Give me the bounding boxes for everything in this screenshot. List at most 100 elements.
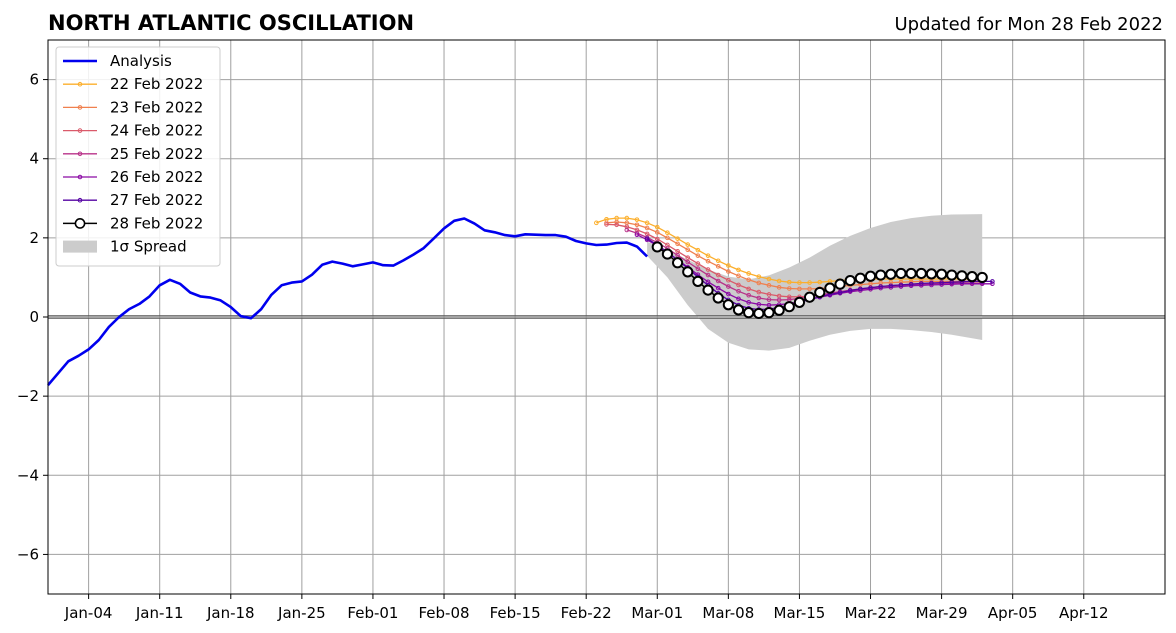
forecast-point <box>644 236 650 241</box>
forecast-point <box>634 232 640 237</box>
analysis-line <box>47 217 649 386</box>
forecast-point <box>766 292 772 297</box>
legend-box <box>55 46 221 267</box>
forecast-point <box>888 283 894 289</box>
forecast-point <box>776 285 782 290</box>
current-forecast-point <box>885 268 897 280</box>
legend-label: 22 Feb 2022 <box>110 75 203 93</box>
forecast-point <box>736 273 741 279</box>
current-forecast-point <box>936 268 948 280</box>
updated-label: Updated for Mon 28 Feb 2022 <box>894 14 1163 35</box>
forecast-point <box>736 267 741 273</box>
y-tick-label: −2 <box>17 387 39 405</box>
forecast-point <box>604 222 609 227</box>
forecast-point <box>746 300 751 305</box>
current-forecast-point <box>692 275 704 287</box>
forecast-point <box>695 261 701 266</box>
current-forecast-point <box>732 304 745 316</box>
legend-label: Analysis <box>110 52 172 70</box>
x-tick-label: Feb-15 <box>490 604 541 622</box>
x-axis: Jan-04 Jan-11 Jan-18 Jan-25 Feb-01 Feb-08 Feb-… <box>64 594 1109 622</box>
forecast-point <box>807 286 812 292</box>
forecast-point <box>807 280 812 285</box>
x-tick-label: Mar-29 <box>916 604 968 622</box>
forecast-point <box>705 258 711 264</box>
current-forecast-point <box>743 307 755 319</box>
current-forecast-point <box>783 301 795 313</box>
x-tick-label: Mar-15 <box>774 604 826 622</box>
forecast-point <box>817 279 823 285</box>
forecast-point <box>644 225 650 231</box>
forecast-point <box>776 297 782 303</box>
forecast-point <box>624 215 630 221</box>
forecast-point <box>685 255 691 260</box>
forecast-point <box>858 286 863 292</box>
forecast-point <box>868 285 873 291</box>
forecast-point <box>766 276 772 282</box>
forecast-point <box>878 284 883 289</box>
legend-label: 23 Feb 2022 <box>110 98 203 116</box>
current-forecast-point <box>895 267 907 280</box>
series-layer <box>47 215 995 386</box>
current-forecast-point <box>651 241 663 253</box>
current-forecast-point <box>966 271 978 283</box>
forecast-point <box>736 282 741 288</box>
current-forecast-point <box>682 266 694 278</box>
legend-swatch-marker <box>77 197 83 203</box>
forecast-point <box>756 274 762 279</box>
y-tick-label: 6 <box>29 71 39 89</box>
forecast-point <box>726 277 731 283</box>
current-forecast-point <box>722 299 734 311</box>
forecast-point <box>715 272 721 278</box>
forecast-point <box>715 264 721 269</box>
forecast-point <box>695 253 701 258</box>
legend-swatch-spread <box>63 240 97 253</box>
forecast-point <box>746 292 751 298</box>
current-forecast-point <box>824 282 836 294</box>
forecast-point <box>715 258 721 264</box>
current-forecast-point <box>763 307 775 319</box>
x-tick-label: Jan-11 <box>135 604 184 622</box>
x-tick-label: Mar-01 <box>631 604 683 622</box>
forecast-point <box>675 241 680 247</box>
y-tick-label: 4 <box>29 150 39 168</box>
forecast-point <box>665 230 670 236</box>
legend-swatch-marker <box>74 217 86 229</box>
x-tick-label: Mar-08 <box>702 604 754 622</box>
legend-swatch-marker <box>77 128 83 133</box>
forecast-point <box>736 288 741 294</box>
legend: Analysis 22 Feb 2022 23 Feb 2022 24 Feb 202… <box>55 46 221 267</box>
y-tick-label: −6 <box>17 545 39 563</box>
legend-label: 1σ Spread <box>110 238 187 256</box>
x-tick-label: Feb-22 <box>561 604 612 622</box>
current-forecast-point <box>844 274 856 287</box>
current-forecast-point <box>864 270 877 282</box>
forecast-point <box>644 220 650 226</box>
current-forecast-point <box>915 267 927 280</box>
forecast-point <box>705 267 711 272</box>
forecast-point <box>756 280 762 286</box>
forecast-point <box>675 252 680 258</box>
forecast-point <box>990 279 995 284</box>
current-forecast-point <box>834 278 846 290</box>
forecast-point <box>614 222 619 228</box>
forecast-point <box>797 280 802 285</box>
current-forecast-point <box>702 284 714 296</box>
x-tick-label: Mar-22 <box>845 604 897 622</box>
forecast-point <box>705 253 711 258</box>
legend-swatch-marker <box>77 105 83 110</box>
legend-swatch-marker <box>77 81 83 87</box>
chart-title: NORTH ATLANTIC OSCILLATION <box>48 11 414 35</box>
forecast-point <box>766 283 772 288</box>
forecast-point <box>939 280 944 285</box>
y-tick-label: −4 <box>17 466 39 484</box>
forecast-point <box>736 296 741 302</box>
forecast-point <box>726 291 731 297</box>
forecast-point <box>837 290 843 295</box>
current-forecast-point <box>875 269 887 281</box>
forecast-point <box>898 282 904 288</box>
forecast-point <box>715 278 721 284</box>
current-forecast-point <box>946 269 958 281</box>
forecast-point <box>929 280 934 286</box>
forecast-point <box>918 281 924 286</box>
